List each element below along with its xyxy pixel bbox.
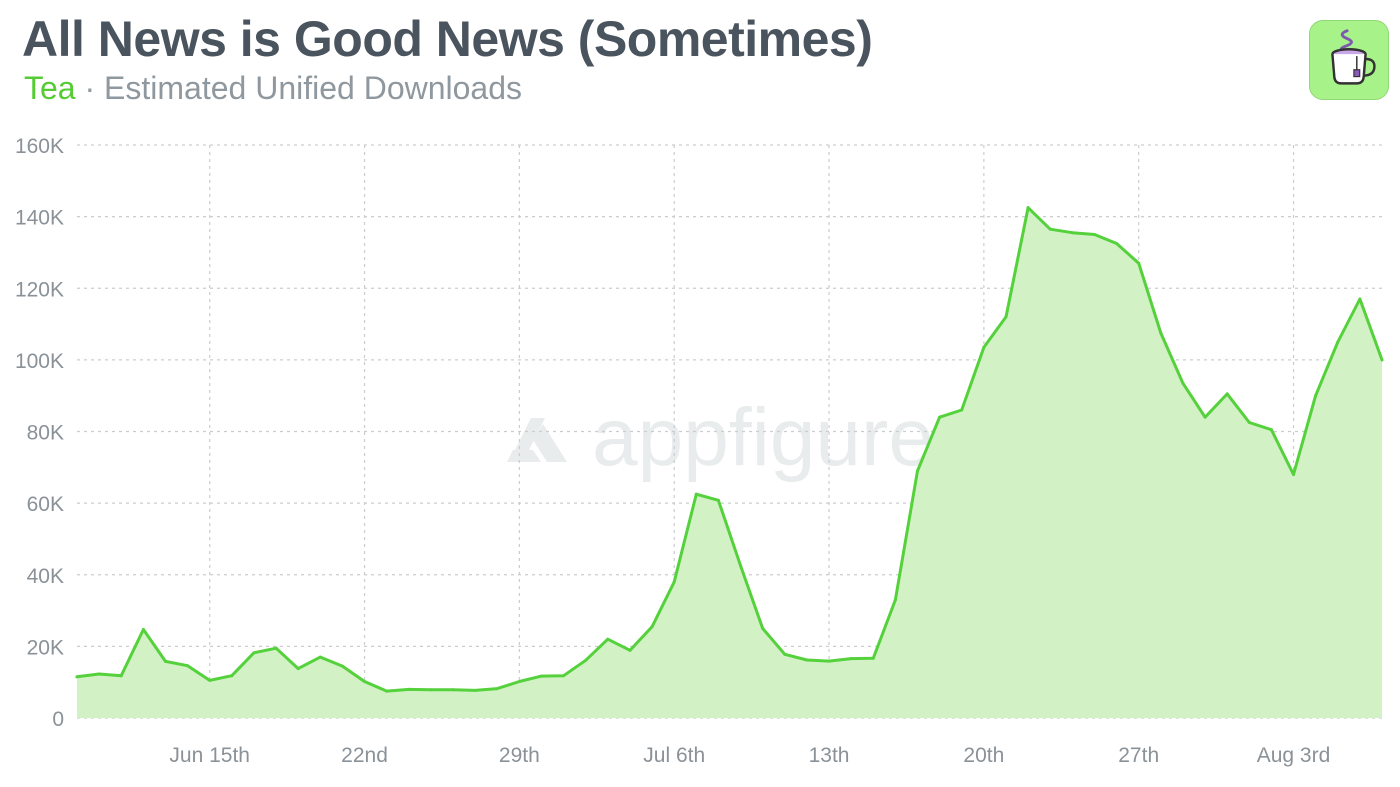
data-point: [716, 498, 720, 502]
data-point: [1004, 315, 1008, 319]
data-point: [827, 659, 831, 663]
y-tick-label: 60K: [27, 493, 64, 516]
data-point: [650, 625, 654, 629]
data-point: [517, 679, 521, 683]
tea-cup-icon: [1309, 20, 1389, 100]
data-point: [318, 655, 322, 659]
x-tick-label: 22nd: [341, 744, 388, 767]
data-point: [385, 689, 389, 693]
data-point: [186, 664, 190, 668]
data-point: [761, 626, 765, 630]
data-point: [938, 415, 942, 419]
y-tick-label: 0: [52, 708, 64, 731]
data-point: [584, 658, 588, 662]
data-point: [97, 672, 101, 676]
x-tick-label: 27th: [1118, 744, 1159, 767]
data-point: [1336, 340, 1340, 344]
data-point: [672, 580, 676, 584]
data-point: [960, 408, 964, 412]
watermark-text: appfigures: [592, 392, 975, 483]
data-point: [252, 651, 256, 655]
app-name: Tea: [24, 70, 76, 106]
data-point: [141, 628, 145, 632]
metric-name: Estimated Unified Downloads: [104, 70, 523, 106]
data-point: [1092, 233, 1096, 237]
data-point: [1115, 241, 1119, 245]
data-points: [75, 206, 1384, 693]
data-point: [694, 492, 698, 496]
data-point: [407, 687, 411, 691]
data-point: [1225, 392, 1229, 396]
data-point: [805, 658, 809, 662]
data-point: [363, 679, 367, 683]
data-point: [1026, 206, 1030, 210]
downloads-area-fill: [77, 207, 1382, 718]
y-tick-label: 140K: [15, 207, 64, 230]
x-axis-ticks: Jun 15th 22nd 29th Jul 6th 13th 20th 27th Aug 3…: [169, 744, 1330, 767]
data-point: [208, 678, 212, 682]
data-point: [340, 664, 344, 668]
data-point: [274, 646, 278, 650]
subtitle-separator: ·: [84, 70, 96, 106]
y-tick-label: 100K: [15, 350, 64, 373]
x-tick-label: Aug 3rd: [1257, 744, 1331, 767]
data-point: [628, 648, 632, 652]
data-point: [871, 656, 875, 660]
watermark: appfigures: [507, 392, 975, 483]
data-point: [473, 688, 477, 692]
data-point: [783, 652, 787, 656]
data-point: [1269, 428, 1273, 432]
x-tick-label: 13th: [809, 744, 850, 767]
downloads-series-line: [75, 206, 1384, 693]
data-point: [1358, 297, 1362, 301]
data-point: [1048, 227, 1052, 231]
data-point: [739, 564, 743, 568]
data-point: [75, 675, 79, 679]
data-point: [119, 674, 123, 678]
data-point: [296, 667, 300, 671]
x-tick-label: 20th: [963, 744, 1004, 767]
data-point: [1159, 331, 1163, 335]
x-tick-label: Jul 6th: [643, 744, 705, 767]
data-point: [1247, 421, 1251, 425]
y-tick-label: 80K: [27, 422, 64, 445]
data-point: [1070, 231, 1074, 235]
appfigures-logo-icon: [507, 418, 567, 462]
data-point: [1181, 381, 1185, 385]
data-point: [1380, 358, 1384, 362]
data-point: [451, 688, 455, 692]
data-point: [982, 345, 986, 349]
x-tick-label: 29th: [499, 744, 540, 767]
data-point: [1137, 261, 1141, 265]
tea-cup-icon-graphic: [1331, 29, 1376, 85]
y-tick-label: 160K: [15, 135, 64, 158]
x-tick-label: Jun 15th: [169, 744, 250, 767]
y-tick-label: 40K: [27, 565, 64, 588]
y-axis-ticks: 0 20K 40K 60K 80K 100K 120K 140K 160K: [15, 135, 64, 731]
data-point: [849, 657, 853, 661]
chart-subtitle: Tea · Estimated Unified Downloads: [24, 70, 522, 107]
data-point: [1203, 415, 1207, 419]
data-point: [495, 687, 499, 691]
data-point: [163, 659, 167, 663]
y-tick-label: 20K: [27, 636, 64, 659]
data-point: [1292, 472, 1296, 476]
data-point: [230, 674, 234, 678]
data-point: [893, 598, 897, 602]
data-point: [562, 674, 566, 678]
y-tick-label: 120K: [15, 278, 64, 301]
data-point: [429, 688, 433, 692]
data-point: [1314, 394, 1318, 398]
data-point: [606, 637, 610, 641]
chart-title: All News is Good News (Sometimes): [22, 11, 873, 67]
data-point: [539, 674, 543, 678]
data-point: [916, 469, 920, 473]
